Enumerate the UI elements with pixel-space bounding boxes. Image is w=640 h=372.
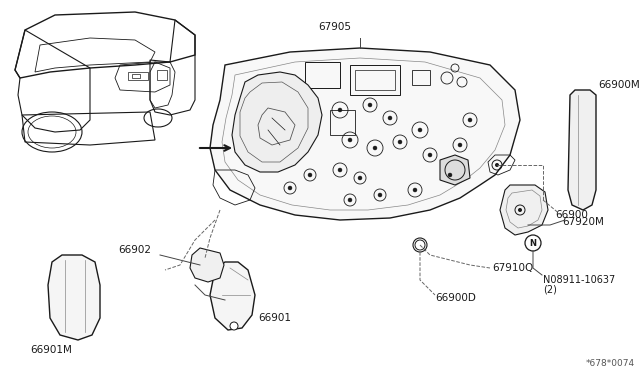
Circle shape <box>525 235 541 251</box>
Text: 67905: 67905 <box>319 22 351 32</box>
Circle shape <box>468 118 472 122</box>
Polygon shape <box>568 90 596 210</box>
Text: 66902: 66902 <box>118 245 151 255</box>
Circle shape <box>398 140 402 144</box>
Circle shape <box>458 143 462 147</box>
Circle shape <box>308 173 312 177</box>
Circle shape <box>338 168 342 172</box>
Circle shape <box>448 173 452 177</box>
Text: *678*0074: *678*0074 <box>586 359 635 368</box>
Polygon shape <box>440 155 470 185</box>
Text: 66901: 66901 <box>258 313 291 323</box>
Text: (2): (2) <box>543 285 557 295</box>
Text: 67910Q: 67910Q <box>492 263 533 273</box>
Circle shape <box>348 198 352 202</box>
Circle shape <box>348 138 352 142</box>
Circle shape <box>413 188 417 192</box>
Polygon shape <box>210 262 255 330</box>
Polygon shape <box>190 248 224 282</box>
Circle shape <box>230 322 238 330</box>
Circle shape <box>428 153 432 157</box>
Text: N08911-10637: N08911-10637 <box>543 275 615 285</box>
Circle shape <box>418 128 422 132</box>
Text: 66901M: 66901M <box>30 345 72 355</box>
Polygon shape <box>48 255 100 340</box>
Circle shape <box>495 163 499 167</box>
Polygon shape <box>500 185 548 235</box>
Circle shape <box>373 146 377 150</box>
Text: 66900: 66900 <box>555 210 588 220</box>
Circle shape <box>388 116 392 120</box>
Circle shape <box>368 103 372 107</box>
Text: 67920M: 67920M <box>562 217 604 227</box>
Text: 66900M: 66900M <box>598 80 640 90</box>
Circle shape <box>358 176 362 180</box>
Text: N: N <box>529 238 536 247</box>
Polygon shape <box>232 72 322 172</box>
Circle shape <box>378 193 382 197</box>
Circle shape <box>288 186 292 190</box>
Circle shape <box>338 108 342 112</box>
Polygon shape <box>210 48 520 220</box>
Circle shape <box>518 208 522 212</box>
Text: 66900D: 66900D <box>435 293 476 303</box>
